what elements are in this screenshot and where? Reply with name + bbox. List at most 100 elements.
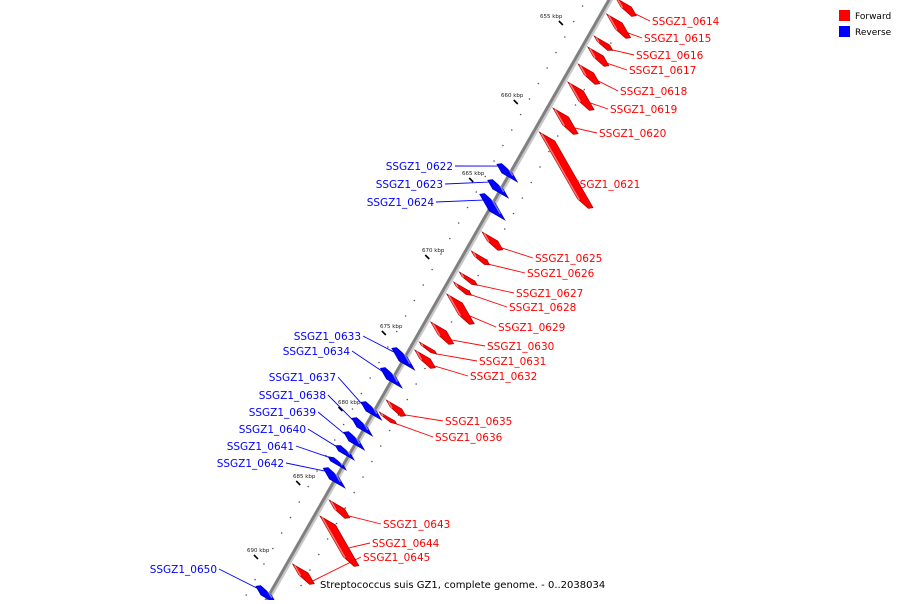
minor-tick [334, 439, 336, 441]
gene-label-ssgz1_0615[interactable]: SSGZ1_0615 [644, 33, 711, 45]
minor-tick [449, 238, 451, 240]
minor-tick [300, 585, 302, 587]
gene-leader-line [349, 543, 370, 548]
minor-tick [440, 253, 442, 255]
minor-tick [387, 346, 389, 348]
tick-label: 670 kbp [422, 248, 445, 254]
minor-tick [405, 315, 407, 317]
gene-label-ssgz1_0619[interactable]: SSGZ1_0619 [610, 104, 677, 116]
minor-tick [458, 222, 460, 224]
minor-tick [415, 383, 417, 385]
gene-leader-line [635, 14, 650, 21]
gene-label-ssgz1_0642[interactable]: SSGZ1_0642 [217, 458, 284, 470]
minor-tick [281, 532, 283, 534]
minor-tick [361, 393, 363, 395]
minor-tick [477, 275, 479, 277]
gene-label-ssgz1_0650[interactable]: SSGZ1_0650 [150, 564, 217, 576]
gene-label-ssgz1_0639[interactable]: SSGZ1_0639 [249, 407, 316, 419]
legend-forward-label: Forward [855, 12, 891, 22]
minor-tick [353, 492, 355, 494]
gene-leader-line [436, 200, 483, 202]
gene-label-ssgz1_0640[interactable]: SSGZ1_0640 [239, 424, 306, 436]
minor-tick [476, 191, 478, 193]
gene-leader-line [405, 415, 443, 421]
gene-label-ssgz1_0627[interactable]: SSGZ1_0627 [516, 288, 583, 300]
gene-leader-line [219, 569, 257, 588]
minor-tick [522, 197, 524, 199]
tick-mark [469, 178, 473, 182]
tick-label: 665 kbp [462, 171, 485, 177]
minor-tick [493, 160, 495, 162]
gene-label-ssgz1_0635[interactable]: SSGZ1_0635 [445, 416, 512, 428]
minor-tick [575, 104, 577, 106]
minor-tick [584, 89, 586, 91]
tick-mark [425, 255, 429, 259]
gene-label-ssgz1_0637[interactable]: SSGZ1_0637 [269, 372, 336, 384]
minor-tick [557, 135, 559, 137]
gene-label-ssgz1_0636[interactable]: SSGZ1_0636 [435, 432, 503, 444]
gene-label-ssgz1_0618[interactable]: SSGZ1_0618 [620, 86, 687, 98]
gene-leader-line [328, 395, 353, 420]
minor-tick [290, 517, 292, 519]
gene-leader-line [502, 248, 533, 258]
minor-tick [318, 554, 320, 556]
minor-tick [299, 501, 301, 503]
gene-label-ssgz1_0625[interactable]: SSGZ1_0625 [535, 253, 602, 265]
gene-label-ssgz1_0633[interactable]: SSGZ1_0633 [294, 331, 361, 343]
gene-label-ssgz1_0631[interactable]: SSGZ1_0631 [479, 356, 546, 368]
gene-leader-line [296, 446, 328, 457]
gene-label-ssgz1_0624[interactable]: SSGZ1_0624 [367, 197, 435, 209]
gene-label-ssgz1_0621[interactable]: SSGZ1_0621 [573, 179, 640, 191]
minor-tick [307, 486, 309, 488]
gene-label-ssgz1_0623[interactable]: SSGZ1_0623 [376, 179, 443, 191]
minor-tick [511, 129, 513, 131]
gene-label-ssgz1_0626[interactable]: SSGZ1_0626 [527, 268, 595, 280]
minor-tick [539, 166, 541, 168]
gene-leader-line [613, 50, 634, 55]
gene-label-ssgz1_0643[interactable]: SSGZ1_0643 [383, 519, 450, 531]
gene-leader-line [452, 340, 485, 346]
gene-label-ssgz1_0645[interactable]: SSGZ1_0645 [363, 552, 430, 564]
gene-label-ssgz1_0632[interactable]: SSGZ1_0632 [470, 371, 537, 383]
minor-tick [352, 408, 354, 410]
genome-caption: Streptococcus suis GZ1, complete genome.… [320, 580, 605, 591]
tick-label: 660 kbp [501, 93, 524, 99]
gene-label-ssgz1_0622[interactable]: SSGZ1_0622 [386, 161, 453, 173]
gene-label-ssgz1_0641[interactable]: SSGZ1_0641 [227, 441, 294, 453]
tick-label: 675 kbp [380, 324, 403, 330]
gene-label-ssgz1_0620[interactable]: SSGZ1_0620 [599, 128, 666, 140]
gene-label-ssgz1_0629[interactable]: SSGZ1_0629 [498, 322, 565, 334]
tick-label: 685 kbp [293, 474, 316, 480]
minor-tick [407, 399, 409, 401]
gene-label-ssgz1_0634[interactable]: SSGZ1_0634 [283, 346, 351, 358]
gene-label-ssgz1_0630[interactable]: SSGZ1_0630 [487, 341, 554, 353]
minor-tick [343, 424, 345, 426]
minor-tick [272, 548, 274, 550]
gene-leader-line [608, 63, 627, 70]
gene-leader-line [308, 429, 336, 446]
minor-tick [504, 228, 506, 230]
tick-mark [514, 100, 518, 104]
minor-tick [389, 430, 391, 432]
minor-tick [245, 594, 247, 596]
minor-tick [564, 36, 566, 38]
tick-mark [382, 331, 386, 335]
minor-tick [502, 145, 504, 147]
gene-label-ssgz1_0644[interactable]: SSGZ1_0644 [372, 538, 440, 550]
minor-tick [263, 563, 265, 565]
gene-label-ssgz1_0617[interactable]: SSGZ1_0617 [629, 65, 696, 77]
legend-reverse-label: Reverse [855, 28, 892, 38]
legend: Forward Reverse [839, 10, 892, 38]
minor-tick [345, 507, 347, 509]
gene-leader-line [437, 354, 477, 361]
gene-label-ssgz1_0638[interactable]: SSGZ1_0638 [259, 390, 326, 402]
gene-leader-line [470, 316, 496, 327]
minor-tick [327, 538, 329, 540]
gene-label-ssgz1_0628[interactable]: SSGZ1_0628 [509, 302, 576, 314]
gene-ssgz1_0624-arrow[interactable] [480, 194, 505, 220]
gene-label-ssgz1_0614[interactable]: SSGZ1_0614 [652, 16, 720, 28]
gene-label-ssgz1_0616[interactable]: SSGZ1_0616 [636, 50, 704, 62]
minor-tick [610, 42, 612, 44]
gene-leader-line [349, 516, 381, 524]
